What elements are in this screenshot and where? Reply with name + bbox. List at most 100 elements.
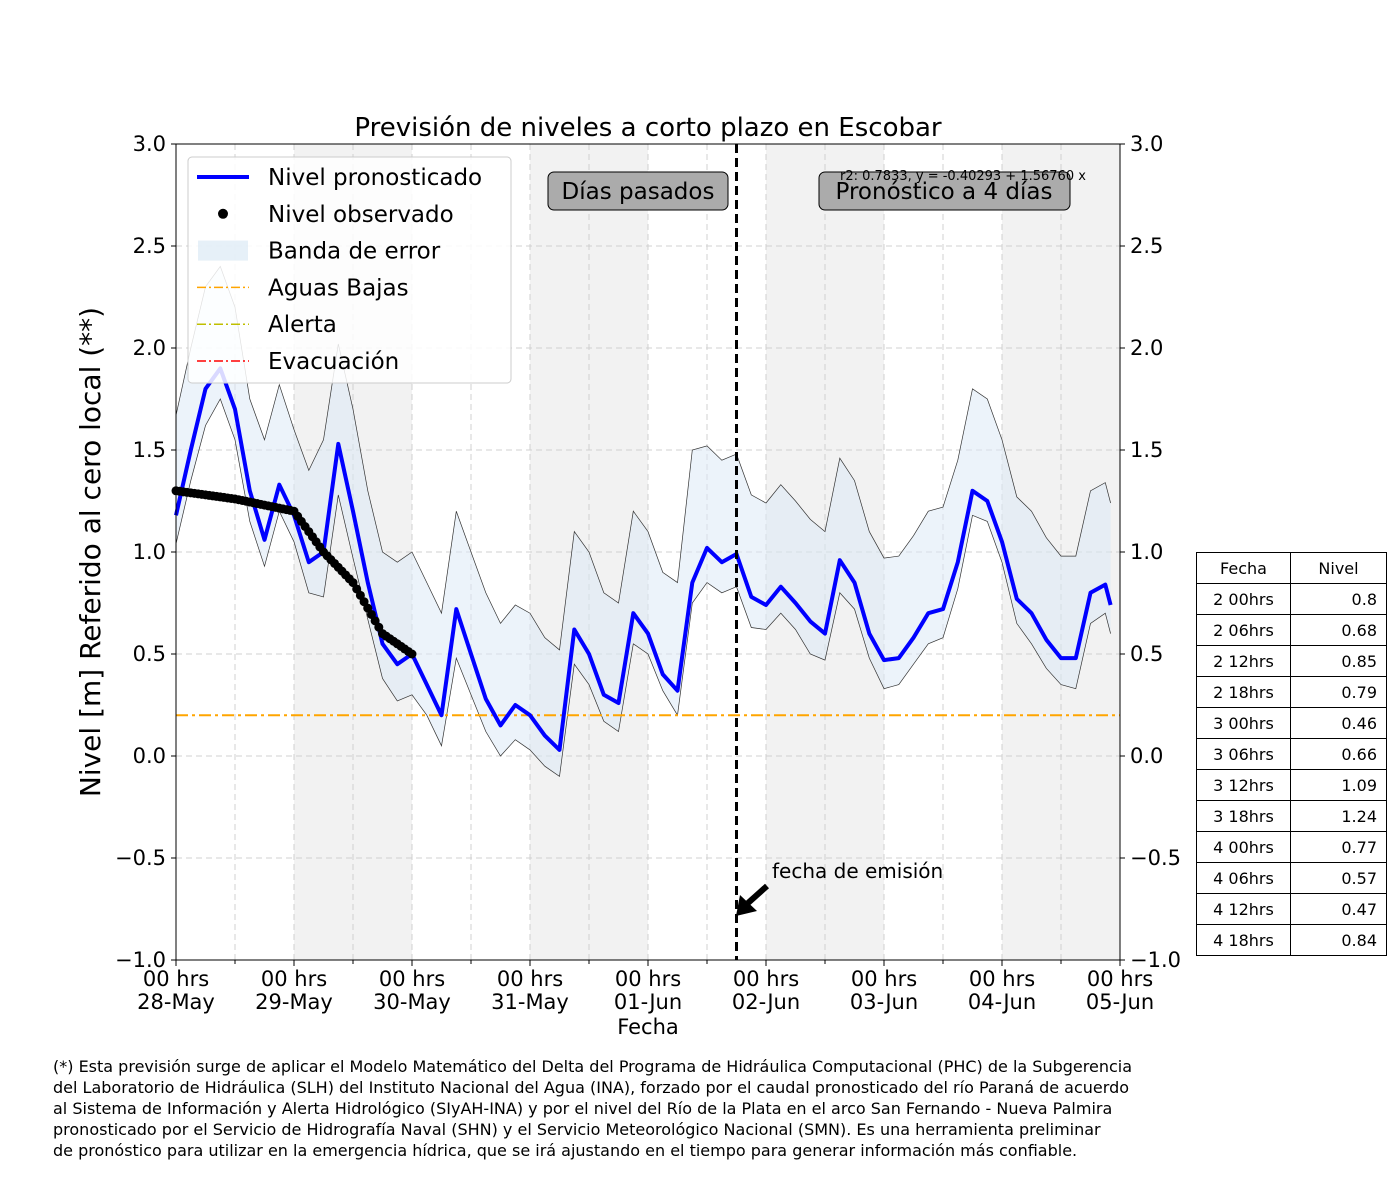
y-tick-label-right: 3.0	[1130, 132, 1163, 156]
table-cell-nivel: 1.24	[1290, 800, 1387, 832]
y-tick-label-right: 2.0	[1130, 336, 1163, 360]
forecast-days-label: Pronóstico a 4 días	[836, 179, 1053, 205]
legend-box	[187, 156, 512, 384]
table-row: 2 18hrs 0.79	[1196, 676, 1387, 708]
y-tick-label-right: 0.0	[1130, 744, 1163, 768]
forecast-series-line	[174, 366, 1113, 752]
table-cell-fecha: 2 18hrs	[1196, 676, 1291, 708]
x-tick-label-date: 01-Jun	[614, 990, 682, 1014]
y-tick-label-left: −0.5	[115, 846, 166, 870]
y-tick-label-left: 3.0	[133, 132, 166, 156]
table-cell-fecha: 3 06hrs	[1196, 738, 1291, 770]
x-tick-label-date: 03-Jun	[850, 990, 918, 1014]
x-tick-label-hour: 00 hrs	[851, 967, 917, 991]
table-row: 3 12hrs 1.09	[1196, 769, 1387, 801]
table-cell-nivel: 0.79	[1290, 676, 1387, 708]
table-cell-fecha: 4 18hrs	[1196, 924, 1291, 956]
x-tick-label-hour: 00 hrs	[497, 967, 563, 991]
table-cell-fecha: 2 06hrs	[1196, 614, 1291, 646]
table-header-row: Fecha Nivel	[1196, 552, 1387, 584]
footnote-line: al Sistema de Información y Alerta Hidro…	[53, 1099, 1113, 1118]
legend-label: Evacuación	[268, 349, 399, 375]
table-cell-nivel: 0.57	[1290, 862, 1387, 894]
table-row: 2 00hrs 0.8	[1196, 583, 1387, 615]
table-cell-fecha: 4 12hrs	[1196, 893, 1291, 925]
legend-label: Nivel pronosticado	[268, 165, 482, 191]
x-tick-label-date: 29-May	[255, 990, 333, 1014]
y-axis-label: Nivel [m] Referido al cero local (**)	[74, 307, 107, 797]
x-tick-label-date: 05-Jun	[1086, 990, 1154, 1014]
emission-arrow-shaft	[745, 883, 770, 906]
table-cell-nivel: 0.68	[1290, 614, 1387, 646]
table-row: 2 12hrs 0.85	[1196, 645, 1387, 677]
x-tick-label-hour: 00 hrs	[969, 967, 1035, 991]
table-row: 3 18hrs 1.24	[1196, 800, 1387, 832]
table-cell-nivel: 0.47	[1290, 893, 1387, 925]
footnote-line: (*) Esta previsión surge de aplicar el M…	[53, 1057, 1133, 1076]
emission-arrow-head	[736, 895, 757, 916]
table-cell-fecha: 4 00hrs	[1196, 831, 1291, 863]
past-days-box	[547, 171, 729, 211]
table-cell-nivel: 0.66	[1290, 738, 1387, 770]
y-tick-label-right: 1.0	[1130, 540, 1163, 564]
table-cell-fecha: 3 12hrs	[1196, 769, 1291, 801]
y-tick-label-left: 0.0	[133, 744, 166, 768]
legend-label: Nivel observado	[268, 202, 454, 228]
x-tick-label-hour: 00 hrs	[261, 967, 327, 991]
table-row: 4 00hrs 0.77	[1196, 831, 1387, 863]
table-cell-fecha: 3 00hrs	[1196, 707, 1291, 739]
y-tick-label-right: 2.5	[1130, 234, 1163, 258]
forecast-table: Fecha Nivel 2 00hrs 0.8 2 06hrs 0.68 2 12hrs…	[1196, 552, 1387, 956]
table-cell-fecha: 2 12hrs	[1196, 645, 1291, 677]
x-tick-label-hour: 00 hrs	[733, 967, 799, 991]
y-tick-label-left: −1.0	[115, 948, 166, 972]
emission-date-label: fecha de emisión	[772, 859, 943, 883]
y-tick-label-right: 1.5	[1130, 438, 1163, 462]
y-tick-label-left: 2.0	[133, 336, 166, 360]
footnote-line: del Laboratorio de Hidráulica (SLH) del …	[53, 1078, 1130, 1097]
table-row: 2 06hrs 0.68	[1196, 614, 1387, 646]
y-tick-label-right: −1.0	[1130, 948, 1181, 972]
table-cell-nivel: 0.77	[1290, 831, 1387, 863]
footnote: (*) Esta previsión surge de aplicar el M…	[53, 1056, 1193, 1161]
x-tick-label-date: 02-Jun	[732, 990, 800, 1014]
past-days-label: Días pasados	[562, 179, 715, 205]
x-tick-label-date: 28-May	[137, 990, 215, 1014]
legend-swatch-observed-dot	[218, 208, 228, 219]
table-cell-nivel: 0.8	[1290, 583, 1387, 615]
table-cell-nivel: 0.84	[1290, 924, 1387, 956]
x-axis-label: Fecha	[617, 1015, 679, 1039]
table-cell-nivel: 0.85	[1290, 645, 1387, 677]
table-row: 4 18hrs 0.84	[1196, 924, 1387, 956]
y-tick-label-left: 1.0	[133, 540, 166, 564]
legend-label: Banda de error	[268, 239, 441, 265]
table-header-nivel: Nivel	[1290, 552, 1387, 584]
regression-annotation: r2: 0.7833, y = -0.40293 + 1.56760 x	[840, 169, 1086, 184]
x-tick-label-hour: 00 hrs	[143, 967, 209, 991]
legend-swatch-error-band	[198, 240, 248, 261]
chart-title: Previsión de niveles a corto plazo en Es…	[354, 113, 942, 143]
y-tick-label-left: 1.5	[133, 438, 166, 462]
table-cell-fecha: 4 06hrs	[1196, 862, 1291, 894]
table-cell-nivel: 1.09	[1290, 769, 1387, 801]
y-tick-label-left: 0.5	[133, 642, 166, 666]
table-cell-nivel: 0.46	[1290, 707, 1387, 739]
footnote-line: pronosticado por el Servicio de Hidrogra…	[53, 1120, 1101, 1139]
x-tick-label-hour: 00 hrs	[1087, 967, 1153, 991]
y-tick-label-right: 0.5	[1130, 642, 1163, 666]
x-tick-label-hour: 00 hrs	[615, 967, 681, 991]
x-tick-label-hour: 00 hrs	[379, 967, 445, 991]
table-cell-fecha: 3 18hrs	[1196, 800, 1291, 832]
table-row: 4 06hrs 0.57	[1196, 862, 1387, 894]
x-tick-label-date: 30-May	[373, 990, 451, 1014]
y-tick-label-left: 2.5	[133, 234, 166, 258]
table-header-fecha: Fecha	[1196, 552, 1291, 584]
legend-label: Aguas Bajas	[268, 275, 409, 301]
error-band-lower-line	[175, 398, 1111, 778]
table-row: 3 06hrs 0.66	[1196, 738, 1387, 770]
table-row: 4 12hrs 0.47	[1196, 893, 1387, 925]
y-tick-label-right: −0.5	[1130, 846, 1181, 870]
forecast-days-box	[818, 171, 1071, 211]
legend-label: Alerta	[268, 312, 337, 338]
level-forecast-chart: 3.0 3.0 2.5 2.5 2.0 2.0 1.5 1.5 1.0 1.0 0.5 0.5 0.0 0…	[74, 113, 1181, 1039]
